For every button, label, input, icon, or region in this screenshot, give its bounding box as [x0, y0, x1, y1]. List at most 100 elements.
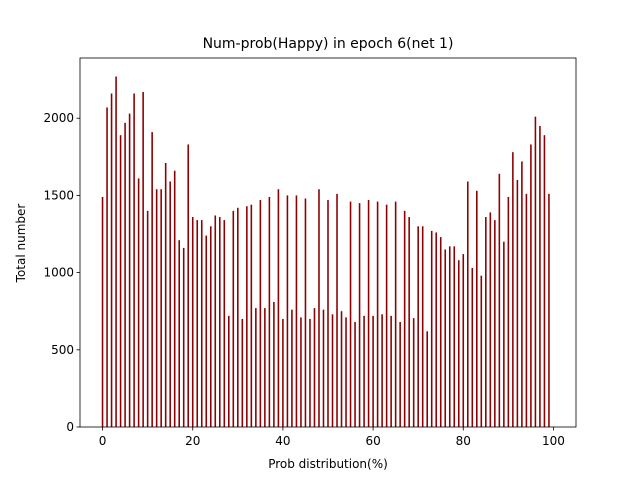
- bar: [205, 235, 208, 427]
- bar: [367, 200, 370, 427]
- bar: [291, 309, 293, 427]
- bar: [448, 246, 451, 427]
- bar: [489, 212, 492, 427]
- bar: [264, 308, 266, 427]
- bar: [521, 161, 523, 427]
- bar: [124, 122, 126, 428]
- bar: [246, 206, 248, 427]
- bar: [223, 220, 226, 427]
- bar: [327, 200, 329, 427]
- bar: [110, 93, 113, 427]
- bar: [403, 210, 406, 427]
- bar: [349, 201, 352, 427]
- bar: [322, 309, 325, 427]
- bar: [142, 91, 144, 428]
- bar: [178, 240, 180, 427]
- bar: [101, 196, 104, 427]
- bar: [372, 315, 374, 427]
- bar: [444, 249, 447, 427]
- bar: [421, 226, 424, 427]
- bar: [173, 170, 176, 428]
- x-tick-label: 40: [275, 434, 290, 448]
- x-tick-label: 60: [365, 434, 380, 448]
- bar: [408, 217, 410, 427]
- bar: [512, 152, 514, 427]
- bar: [358, 203, 361, 427]
- bar: [250, 204, 253, 427]
- bar: [182, 247, 185, 427]
- bar: [282, 318, 284, 427]
- chart-title: Num-prob(Happy) in epoch 6(net 1): [203, 36, 454, 52]
- bar: [548, 193, 550, 427]
- bar: [466, 181, 469, 427]
- bar: [453, 246, 456, 427]
- bar: [539, 125, 541, 428]
- bar: [115, 76, 117, 428]
- bar: [480, 275, 483, 427]
- bar: [241, 318, 244, 427]
- y-tick-label: 2000: [43, 111, 74, 125]
- bar: [435, 232, 438, 427]
- bar: [160, 189, 162, 427]
- bar: [151, 132, 153, 428]
- bar: [255, 308, 257, 427]
- bar: [277, 189, 280, 427]
- bar: [196, 220, 199, 427]
- bar: [336, 193, 338, 427]
- bar: [133, 93, 135, 427]
- bar: [214, 215, 217, 427]
- bar: [430, 230, 433, 427]
- x-tick-label: 20: [185, 434, 200, 448]
- y-tick-label: 1000: [43, 266, 74, 280]
- bar: [498, 173, 501, 427]
- x-axis-label: Prob distribution(%): [268, 457, 388, 471]
- x-tick-label: 80: [456, 434, 471, 448]
- bar: [228, 315, 230, 427]
- bar: [394, 201, 397, 427]
- bar: [119, 135, 122, 427]
- bar: [516, 179, 519, 427]
- bar: [169, 181, 171, 427]
- bar: [485, 217, 487, 427]
- y-tick-label: 1500: [43, 188, 74, 202]
- bar: [345, 317, 347, 427]
- bar: [237, 207, 239, 427]
- bar: [187, 144, 190, 427]
- bar: [164, 162, 167, 428]
- plot-frame: [79, 57, 577, 428]
- bar: [457, 260, 460, 427]
- bar: [376, 201, 379, 427]
- y-tick-label: 0: [66, 420, 74, 434]
- bar: [232, 210, 235, 427]
- bar: [476, 190, 478, 427]
- bar: [318, 189, 320, 427]
- bar: [146, 210, 149, 427]
- bar: [295, 195, 298, 427]
- bar: [525, 193, 528, 427]
- bar: [412, 318, 415, 427]
- bar: [543, 135, 546, 427]
- bar: [530, 144, 532, 427]
- bar: [191, 217, 194, 427]
- bar: [494, 220, 496, 427]
- bar: [340, 311, 343, 427]
- bar: [331, 314, 334, 427]
- bar: [268, 196, 271, 427]
- bar: [390, 315, 392, 427]
- bar: [209, 226, 212, 427]
- bar: [304, 198, 307, 427]
- bar: [507, 196, 510, 427]
- bar: [300, 317, 302, 427]
- x-tick-label: 0: [99, 434, 107, 448]
- bar: [534, 116, 537, 427]
- bar: [218, 217, 221, 427]
- bar: [439, 237, 442, 427]
- bar: [155, 189, 158, 427]
- bar: [259, 200, 262, 427]
- bar: [381, 314, 383, 427]
- bar: [363, 315, 365, 427]
- y-tick-label: 500: [51, 343, 74, 357]
- x-tick-label: 100: [542, 434, 565, 448]
- bar: [503, 241, 505, 427]
